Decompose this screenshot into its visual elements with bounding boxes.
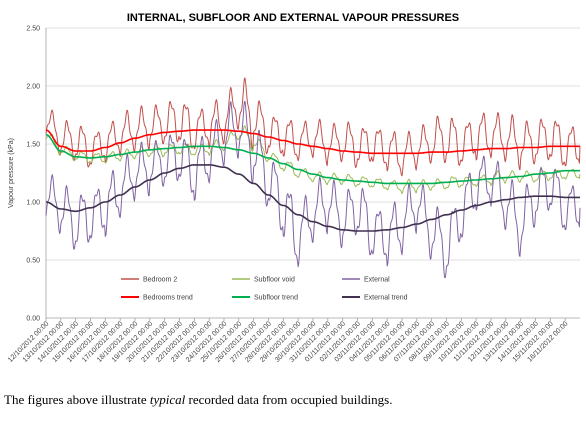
legend-label: Subfloor void xyxy=(254,277,295,284)
legend-label: Subfloor trend xyxy=(254,295,298,302)
legend-label: Bedroom 2 xyxy=(143,277,177,284)
caption-emphasis: typical xyxy=(149,392,186,407)
series-line-subfloor-void xyxy=(45,125,581,195)
series-line-external xyxy=(45,100,581,278)
y-tick-label: 1.50 xyxy=(26,142,40,149)
figure-caption: The figures above illustrate typical rec… xyxy=(4,392,584,408)
y-tick-label: 1.00 xyxy=(26,200,40,207)
series-line-bedroom-2 xyxy=(45,77,581,177)
y-tick-label: 2.50 xyxy=(26,26,40,33)
caption-after: recorded data from occupied buildings. xyxy=(185,392,393,407)
series-line-subfloor-trend xyxy=(45,133,581,185)
y-tick-label: 0.50 xyxy=(26,258,40,265)
y-axis-label: Vapour pressure (kPa) xyxy=(8,138,15,208)
series-line-bedrooms-trend xyxy=(45,129,581,155)
series-line-external-trend xyxy=(45,164,581,232)
series-lines xyxy=(45,77,581,278)
legend-label: Bedrooms trend xyxy=(143,295,193,302)
legend-label: External xyxy=(364,277,390,284)
legend-label: External trend xyxy=(364,295,408,302)
y-axis: 0.00 0.50 1.00 1.50 2.00 2.50 xyxy=(26,26,40,323)
legend: Bedroom 2 Subfloor void External Bedrooms t… xyxy=(121,277,408,302)
vapour-pressure-chart: INTERNAL, SUBFLOOR AND EXTERNAL VAPOUR P… xyxy=(7,12,581,364)
chart-title: INTERNAL, SUBFLOOR AND EXTERNAL VAPOUR P… xyxy=(127,12,459,24)
caption-before: The figures above illustrate xyxy=(4,392,150,407)
y-tick-label: 2.00 xyxy=(26,84,40,91)
y-tick-label: 0.00 xyxy=(26,316,40,323)
